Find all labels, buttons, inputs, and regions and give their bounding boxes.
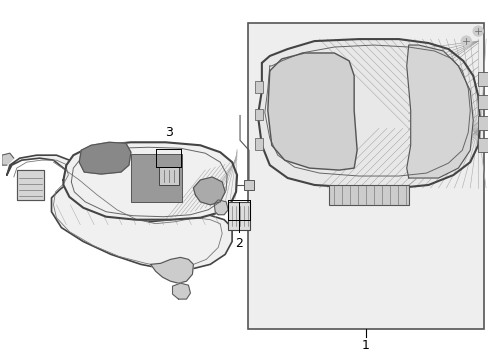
Polygon shape [194, 177, 225, 205]
Polygon shape [2, 153, 14, 165]
Bar [244, 180, 254, 190]
Polygon shape [151, 257, 194, 283]
Polygon shape [17, 170, 44, 200]
Text: 3: 3 [165, 126, 172, 139]
Bar [248, 23, 484, 329]
Bar [478, 138, 490, 152]
Bar [255, 138, 263, 150]
Bar [228, 202, 250, 230]
Polygon shape [258, 39, 480, 188]
Text: 1: 1 [362, 339, 370, 352]
Bar [478, 95, 490, 109]
Bar [159, 167, 178, 185]
Polygon shape [214, 200, 228, 215]
Polygon shape [268, 53, 357, 170]
Circle shape [473, 26, 483, 36]
Text: 2: 2 [235, 237, 243, 249]
Bar [255, 81, 263, 93]
Bar [329, 185, 409, 205]
Polygon shape [7, 155, 232, 269]
Polygon shape [407, 45, 473, 178]
Bar [131, 154, 182, 202]
Polygon shape [172, 283, 191, 299]
Polygon shape [79, 142, 131, 174]
Bar [478, 117, 490, 130]
Polygon shape [63, 142, 237, 220]
Bar [255, 109, 263, 121]
Circle shape [461, 36, 471, 46]
Bar [478, 72, 490, 86]
